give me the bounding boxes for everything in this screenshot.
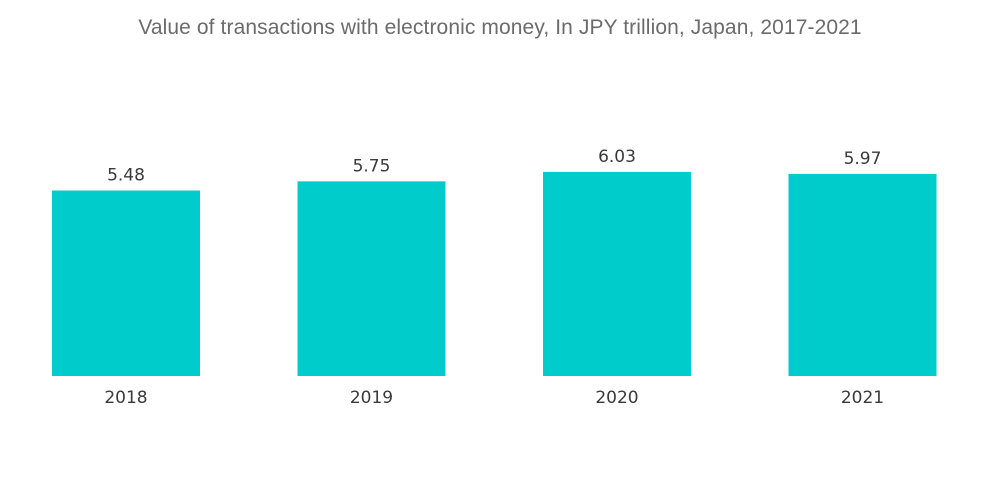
data-label-2021: 5.97 — [844, 149, 882, 169]
bar-2018 — [52, 190, 200, 376]
x-tick-label-2019: 2019 — [350, 388, 393, 408]
x-tick-label-2020: 2020 — [595, 388, 638, 408]
chart-title: Value of transactions with electronic mo… — [138, 16, 862, 39]
bar-2019 — [297, 181, 446, 376]
x-tick-label-2018: 2018 — [104, 388, 147, 408]
data-label-2019: 5.75 — [353, 156, 391, 176]
data-label-2018: 5.48 — [107, 166, 145, 186]
bar-2020 — [543, 171, 691, 376]
data-label-2020: 6.03 — [598, 147, 636, 167]
x-tick-label-2021: 2021 — [841, 388, 884, 408]
bar-2021 — [788, 173, 937, 376]
